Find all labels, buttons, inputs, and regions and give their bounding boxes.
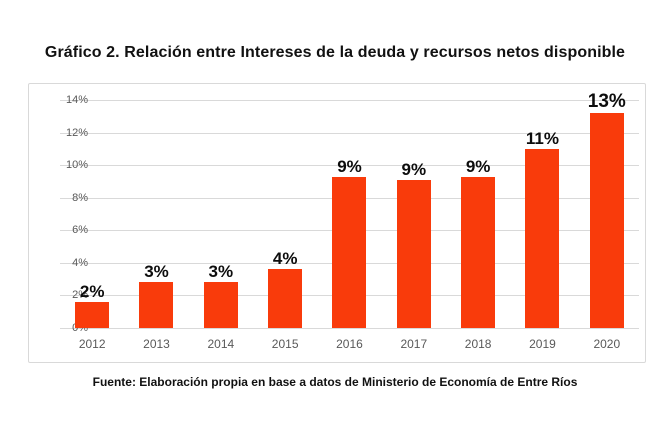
bar-column: 13%	[575, 92, 639, 328]
bar-column: 3%	[189, 263, 253, 328]
y-tick-label: 12%	[65, 126, 88, 139]
chart-title: Gráfico 2. Relación entre Intereses de l…	[44, 44, 626, 61]
bar	[589, 113, 624, 328]
y-tick-label: 10%	[65, 159, 88, 172]
bar-data-label: 3%	[144, 262, 169, 282]
bar-column: 4%	[253, 250, 317, 328]
bar-data-label: 9%	[337, 156, 362, 176]
bar-column: 9%	[382, 161, 446, 328]
x-tick-label: 2013	[143, 337, 170, 351]
gridline	[60, 165, 639, 167]
gridline	[60, 100, 639, 101]
y-tick-label: 14%	[65, 94, 88, 106]
y-tick-label: 8%	[72, 191, 88, 204]
bar-data-label: 9%	[465, 156, 491, 176]
bar-data-label: 3%	[208, 262, 234, 282]
gridline	[60, 132, 639, 134]
bar-column: 9%	[317, 156, 381, 328]
x-tick-label: 2016	[336, 337, 363, 351]
source-note: Fuente: Elaboración propia en base a dat…	[92, 375, 578, 389]
x-tick-label: 2017	[400, 337, 428, 351]
x-tick-label: 2019	[529, 337, 556, 351]
bar-column: 2%	[60, 283, 124, 328]
x-tick-label: 2012	[78, 337, 106, 351]
bar	[525, 148, 560, 328]
bar	[75, 301, 110, 328]
gridline	[60, 328, 639, 329]
bar-data-label: 11%	[525, 128, 559, 148]
bar	[396, 179, 431, 328]
y-tick-label: 4%	[72, 256, 88, 269]
bar-data-label: 9%	[401, 159, 427, 179]
bar	[203, 282, 238, 328]
x-tick-label: 2015	[271, 337, 299, 351]
bar-data-label: 4%	[272, 249, 298, 269]
bar-column: 11%	[510, 130, 574, 328]
x-tick-label: 2014	[207, 337, 235, 351]
bar-data-label: 13%	[587, 91, 626, 112]
bar	[268, 269, 303, 328]
bar	[332, 176, 367, 328]
bar-data-label: 2%	[79, 281, 105, 301]
chart-frame: 0% 2% 4% 6% 8% 10% 12% 14% 2% 3% 3% 4% 9% 9% 9% 11% 13%…	[28, 83, 646, 363]
y-tick-label: 6%	[72, 224, 88, 237]
x-axis: 2012 2013 2014 2015 2016 2017 2018 2019 2020	[60, 328, 639, 351]
bar	[461, 176, 496, 328]
y-tick-label: 2%	[72, 289, 88, 302]
bar-column: 3%	[124, 263, 188, 328]
bar	[139, 282, 174, 328]
x-tick-label: 2018	[464, 337, 492, 351]
bar-column: 9%	[446, 156, 510, 328]
bar-series: 2% 3% 3% 4% 9% 9% 9% 11% 13%	[60, 92, 639, 328]
plot-area: 0% 2% 4% 6% 8% 10% 12% 14% 2% 3% 3% 4% 9% 9% 9% 11% 13%	[60, 92, 639, 334]
x-tick-label: 2020	[593, 337, 621, 351]
